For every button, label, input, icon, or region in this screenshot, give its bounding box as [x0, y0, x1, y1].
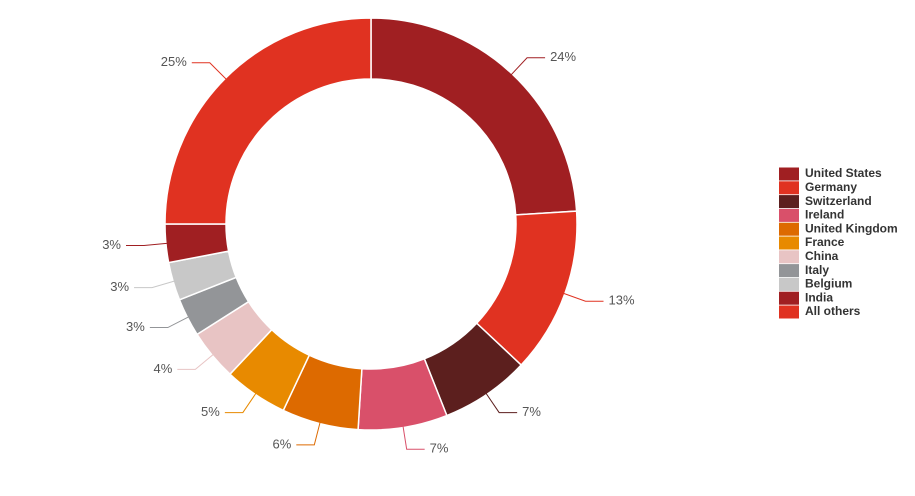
leader-line [177, 353, 215, 370]
legend-label: Belgium [805, 277, 852, 291]
legend-label: Germany [805, 180, 857, 194]
legend-label: Switzerland [805, 194, 872, 208]
legend-label: United States [805, 166, 882, 180]
data-label: 7% [522, 404, 541, 419]
legend-label: China [805, 249, 839, 263]
data-label: 13% [609, 293, 635, 308]
leader-line [485, 392, 518, 414]
legend-swatch [779, 195, 799, 209]
legend-swatch [779, 208, 799, 222]
legend-swatch [779, 305, 799, 319]
legend-label: Ireland [805, 208, 844, 222]
leader-line [562, 292, 604, 302]
leader-line [149, 316, 190, 329]
data-label: 3% [102, 237, 121, 252]
leader-line [126, 242, 168, 246]
legend-label: United Kingdom [805, 221, 898, 235]
legend-swatch [779, 167, 799, 181]
slice [370, 17, 578, 216]
leader-line [191, 62, 228, 81]
legend-swatch [779, 277, 799, 291]
data-label: 25% [161, 54, 187, 69]
legend-swatch [779, 250, 799, 264]
slice [164, 17, 372, 225]
legend-label: All others [805, 304, 861, 318]
legend-swatch [779, 222, 799, 236]
data-label: 24% [550, 49, 576, 64]
leader-line [510, 57, 546, 76]
data-label: 3% [126, 319, 145, 334]
data-label: 4% [154, 361, 173, 376]
data-label: 3% [110, 279, 129, 294]
leader-line [134, 280, 176, 289]
leader-line [296, 421, 321, 446]
data-label: 6% [273, 436, 292, 451]
legend-swatch [779, 264, 799, 278]
data-label: 5% [201, 404, 220, 419]
legend-label: India [805, 290, 833, 304]
legend-label: France [805, 235, 845, 249]
leader-line [402, 425, 425, 450]
legend-swatch [779, 291, 799, 305]
legend-swatch [779, 181, 799, 195]
data-label: 7% [430, 441, 449, 456]
legend-label: Italy [805, 263, 829, 277]
legend-swatch [779, 236, 799, 250]
leader-line [224, 392, 257, 414]
